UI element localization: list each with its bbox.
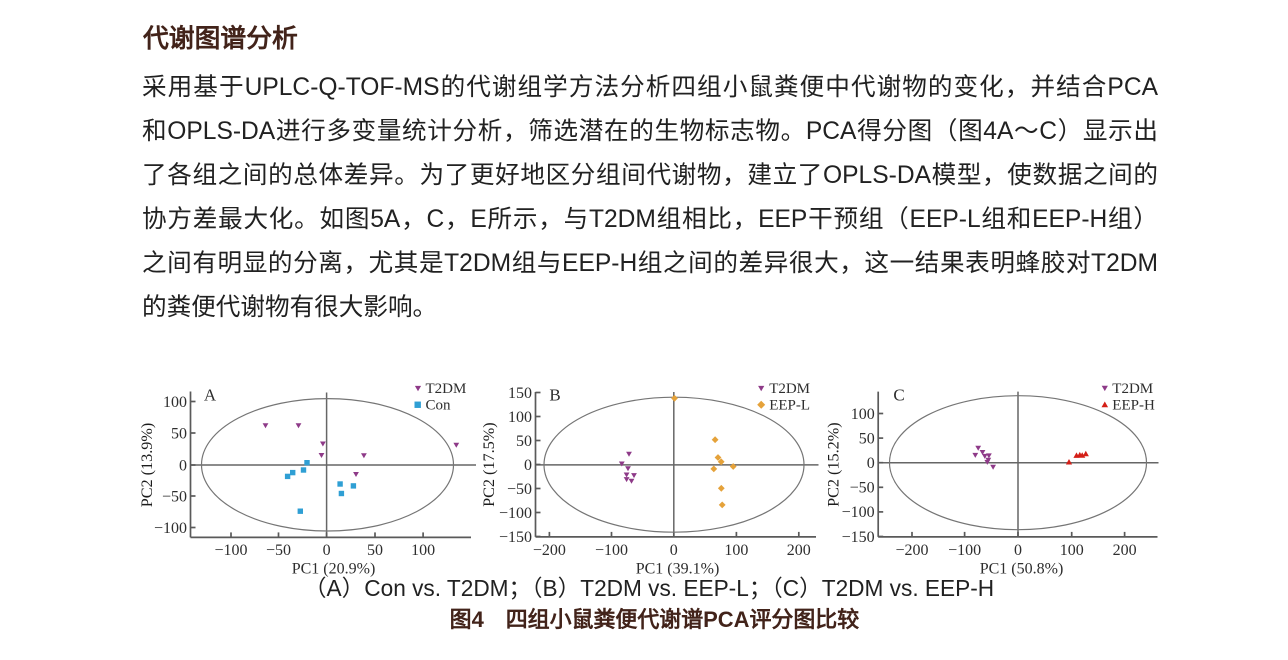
svg-text:0: 0 xyxy=(867,455,875,472)
svg-text:100: 100 xyxy=(724,542,748,559)
svg-text:−100: −100 xyxy=(595,542,628,559)
svg-text:PC1 (20.9%): PC1 (20.9%) xyxy=(292,561,376,578)
svg-text:150: 150 xyxy=(508,385,532,402)
svg-text:−100: −100 xyxy=(948,542,981,559)
svg-text:−100: −100 xyxy=(499,505,532,522)
svg-text:PC1 (50.8%): PC1 (50.8%) xyxy=(980,561,1064,578)
svg-text:A: A xyxy=(204,386,217,405)
svg-text:EEP-L: EEP-L xyxy=(769,397,810,413)
svg-text:−50: −50 xyxy=(850,480,875,497)
svg-text:T2DM: T2DM xyxy=(1112,381,1153,397)
svg-text:−200: −200 xyxy=(533,542,566,559)
svg-text:−50: −50 xyxy=(162,488,187,505)
svg-text:Con: Con xyxy=(426,397,452,413)
svg-text:0: 0 xyxy=(670,542,678,559)
svg-text:B: B xyxy=(549,386,560,405)
svg-text:−100: −100 xyxy=(842,504,875,521)
svg-text:−200: −200 xyxy=(895,542,928,559)
svg-text:−50: −50 xyxy=(266,542,291,559)
svg-text:−50: −50 xyxy=(507,481,532,498)
svg-text:100: 100 xyxy=(1060,542,1084,559)
svg-text:−150: −150 xyxy=(842,529,875,546)
svg-text:0: 0 xyxy=(524,457,532,474)
svg-text:0: 0 xyxy=(1014,542,1022,559)
svg-text:0: 0 xyxy=(179,457,187,474)
svg-text:PC2 (15.2%): PC2 (15.2%) xyxy=(824,422,842,507)
svg-text:100: 100 xyxy=(851,406,875,423)
svg-text:−100: −100 xyxy=(154,520,187,537)
svg-text:PC1 (39.1%): PC1 (39.1%) xyxy=(636,561,720,578)
svg-text:50: 50 xyxy=(171,425,187,442)
svg-text:T2DM: T2DM xyxy=(769,381,810,397)
svg-text:−100: −100 xyxy=(214,542,247,559)
svg-text:100: 100 xyxy=(163,394,187,411)
svg-text:200: 200 xyxy=(787,542,811,559)
svg-text:T2DM: T2DM xyxy=(426,381,467,397)
svg-text:PC2 (13.9%): PC2 (13.9%) xyxy=(138,423,156,508)
svg-text:−150: −150 xyxy=(499,529,532,546)
svg-text:50: 50 xyxy=(516,433,532,450)
svg-text:50: 50 xyxy=(859,430,875,447)
svg-text:100: 100 xyxy=(411,542,435,559)
svg-text:100: 100 xyxy=(508,409,532,426)
svg-text:200: 200 xyxy=(1113,542,1137,559)
svg-text:EEP-H: EEP-H xyxy=(1112,397,1155,413)
svg-text:PC2 (17.5%): PC2 (17.5%) xyxy=(480,422,498,507)
svg-text:C: C xyxy=(893,386,904,405)
svg-text:50: 50 xyxy=(367,542,383,559)
svg-text:0: 0 xyxy=(323,542,331,559)
